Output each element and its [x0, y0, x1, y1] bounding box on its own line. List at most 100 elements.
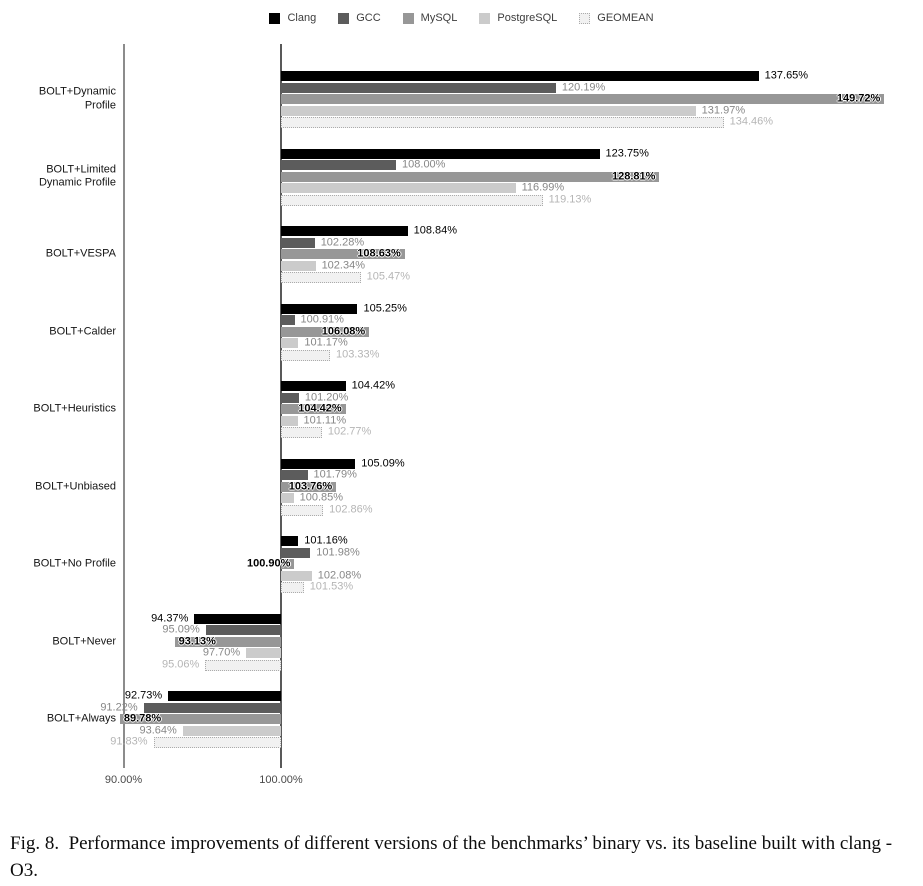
bar-postgresql-5	[281, 493, 294, 503]
bar-gcc-6	[281, 547, 311, 558]
figure-caption: Fig. 8. Performance improvements of diff…	[10, 833, 893, 881]
legend-item-mysql: MySQL	[402, 12, 458, 24]
plot-area: 90.00% 100.00% BOLT+Dynamic Profile BOLT+Li…	[33, 44, 885, 786]
bar-value-label: 101.16%	[304, 534, 348, 547]
bar-gcc-8	[143, 702, 281, 713]
category-label: BOLT+VESPA	[45, 247, 116, 260]
legend-swatch-mysql	[402, 12, 414, 24]
bar-value-label: 89.78%	[123, 712, 162, 725]
bar-gcc-4	[281, 392, 299, 403]
bar-value-label: 92.73%	[124, 689, 163, 702]
bar-gcc-3	[281, 315, 295, 325]
bar-value-label: 100.91%	[300, 313, 344, 326]
bar-value-label: 101.79%	[313, 468, 357, 481]
legend-label: PostgreSQL	[497, 12, 558, 24]
bar-postgresql-0	[281, 105, 696, 116]
bar-value-label: 105.25%	[363, 302, 407, 314]
category-label: BOLT+Unbiased	[35, 479, 116, 492]
bar-mysql-5	[281, 481, 337, 492]
bar-value-label: 104.42%	[351, 379, 396, 392]
legend-swatch-postgresql	[479, 12, 491, 24]
bar-clang-7	[194, 613, 281, 624]
axis-gridline-90	[122, 44, 125, 768]
bar-value-label: 102.28%	[320, 236, 365, 248]
bar-geomean-3	[281, 349, 330, 361]
bar-value-label: 137.65%	[764, 69, 809, 82]
bar-gcc-5	[281, 470, 308, 480]
bar-value-label: 119.13%	[548, 193, 592, 205]
bar-mysql-4	[281, 404, 346, 414]
x-tick-label: 100.00%	[259, 774, 303, 786]
bar-geomean-6	[281, 582, 304, 593]
bar-geomean-7	[205, 659, 281, 671]
legend-label: Clang	[287, 12, 317, 24]
bar-clang-5	[281, 458, 356, 469]
bar-value-label: 100.85%	[299, 491, 344, 504]
bar-mysql-8	[119, 714, 281, 724]
bar-value-label: 108.00%	[402, 158, 446, 171]
category-label: BOLT+No Profile	[33, 557, 116, 570]
legend-swatch-geomean	[579, 12, 591, 24]
bar-value-label: 108.63%	[357, 247, 401, 260]
bar-mysql-6	[281, 559, 295, 569]
legend-swatch-gcc	[338, 12, 350, 24]
bar-clang-4	[281, 381, 346, 391]
category-label: BOLT+Dynamic Profile	[38, 85, 116, 112]
bar-mysql-0	[281, 94, 885, 104]
bar-value-label: 104.42%	[298, 402, 342, 415]
bar-value-label: 102.77%	[327, 425, 372, 438]
bar-value-label: 91.22%	[100, 701, 138, 713]
bar-value-label: 102.08%	[317, 569, 362, 581]
bar-gcc-0	[281, 82, 556, 93]
bar-mysql-7	[174, 636, 281, 647]
bar-geomean-5	[281, 504, 324, 516]
legend-label: MySQL	[420, 12, 458, 24]
bar-postgresql-6	[281, 570, 312, 581]
bar-value-label: 102.34%	[321, 259, 365, 271]
bar-value-label: 97.70%	[202, 646, 241, 659]
bar-geomean-2	[281, 272, 361, 283]
bar-clang-6	[281, 536, 299, 546]
bar-value-label: 106.08%	[321, 325, 366, 337]
bar-value-label: 102.86%	[329, 503, 373, 515]
bar-clang-8	[168, 691, 281, 701]
bar-value-label: 101.53%	[309, 580, 354, 593]
legend-item-clang: Clang	[269, 12, 316, 24]
bar-postgresql-2	[281, 260, 316, 271]
legend-item-gcc: GCC	[338, 12, 381, 24]
category-label: BOLT+Heuristics	[33, 402, 116, 415]
bar-value-label: 101.98%	[316, 546, 360, 558]
bar-mysql-1	[281, 171, 660, 182]
bar-clang-3	[281, 303, 358, 314]
bar-value-label: 131.97%	[701, 104, 746, 116]
bar-value-label: 95.09%	[162, 623, 200, 636]
bar-postgresql-1	[281, 183, 516, 193]
bar-value-label: 93.64%	[139, 724, 177, 736]
bar-value-label: 108.84%	[413, 224, 458, 237]
bar-geomean-0	[281, 117, 724, 128]
legend-swatch-clang	[269, 12, 281, 24]
bar-value-label: 103.76%	[288, 480, 333, 492]
bar-value-label: 101.17%	[304, 336, 348, 349]
bar-value-label: 93.13%	[178, 635, 216, 647]
bar-clang-2	[281, 226, 408, 236]
bar-gcc-1	[281, 160, 397, 170]
bar-value-label: 91.83%	[110, 735, 148, 748]
legend-label: GEOMEAN	[597, 12, 654, 24]
bar-mysql-2	[281, 249, 405, 259]
bar-value-label: 116.99%	[521, 181, 565, 194]
legend-label: GCC	[356, 12, 381, 24]
bar-value-label: 120.19%	[561, 81, 606, 93]
legend-item-geomean: GEOMEAN	[579, 12, 654, 24]
bar-clang-1	[281, 148, 600, 159]
bar-value-label: 100.90%	[246, 557, 291, 570]
bar-value-label: 105.47%	[366, 270, 411, 283]
bar-value-label: 101.11%	[303, 414, 347, 426]
bar-postgresql-4	[281, 415, 298, 426]
bar-geomean-1	[281, 194, 543, 206]
bar-value-label: 103.33%	[335, 348, 380, 360]
category-label: BOLT+Never	[52, 634, 116, 647]
bar-gcc-7	[205, 625, 281, 635]
bar-value-label: 134.46%	[729, 115, 774, 128]
